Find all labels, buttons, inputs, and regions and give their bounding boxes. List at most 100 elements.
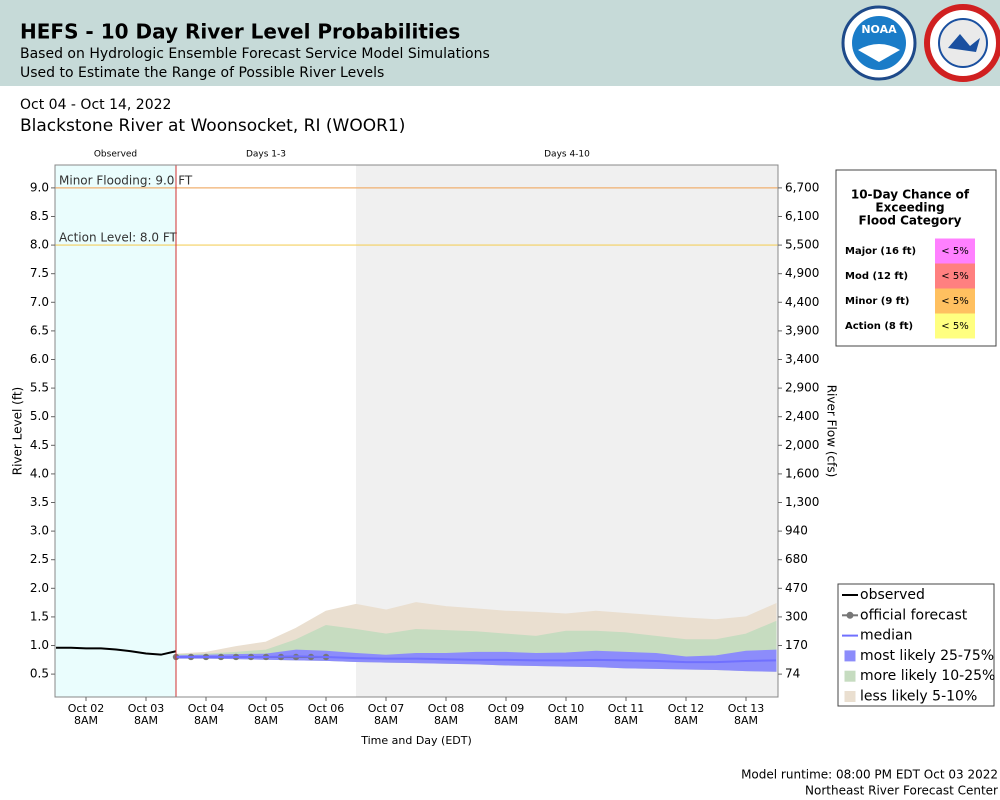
x-tick-label: 8AM bbox=[674, 714, 698, 727]
y2-tick-label: 680 bbox=[785, 552, 808, 566]
subtitle: Used to Estimate the Range of Possible R… bbox=[20, 65, 384, 81]
y-tick-label: 2.0 bbox=[30, 581, 49, 595]
flood-row-value: < 5% bbox=[941, 321, 968, 332]
y2-tick-label: 4,900 bbox=[785, 266, 819, 280]
footer: Northeast River Forecast Center bbox=[805, 784, 998, 798]
x-tick-label: 8AM bbox=[494, 714, 518, 727]
title: HEFS - 10 Day River Level Probabilities bbox=[20, 20, 460, 44]
x-axis-label: Time and Day (EDT) bbox=[360, 734, 472, 747]
y-tick-label: 3.5 bbox=[30, 495, 49, 509]
y2-tick-label: 2,400 bbox=[785, 409, 819, 423]
y2-tick-label: 2,000 bbox=[785, 438, 819, 452]
y-tick-label: 3.0 bbox=[30, 524, 49, 538]
flood-cell bbox=[935, 238, 975, 264]
flood-row-value: < 5% bbox=[941, 271, 968, 282]
y2-tick-label: 1,600 bbox=[785, 466, 819, 480]
y-tick-label: 7.0 bbox=[30, 295, 49, 309]
y-tick-label: 0.5 bbox=[30, 667, 49, 681]
x-tick-label: Oct 13 bbox=[728, 702, 765, 715]
legend-label: official forecast bbox=[860, 607, 968, 623]
y-tick-label: 8.5 bbox=[30, 209, 49, 223]
x-tick-label: Oct 11 bbox=[608, 702, 645, 715]
footer: Model runtime: 08:00 PM EDT Oct 03 2022 bbox=[741, 768, 998, 782]
flood-cell bbox=[935, 288, 975, 314]
y2-tick-label: 6,700 bbox=[785, 180, 819, 194]
y2-tick-label: 4,400 bbox=[785, 295, 819, 309]
x-tick-label: Oct 08 bbox=[428, 702, 465, 715]
y-tick-label: 8.0 bbox=[30, 238, 49, 252]
y2-tick-label: 1,300 bbox=[785, 495, 819, 509]
x-tick-label: 8AM bbox=[374, 714, 398, 727]
y2-tick-label: 2,900 bbox=[785, 381, 819, 395]
y2-tick-label: 5,500 bbox=[785, 238, 819, 252]
y-tick-label: 9.0 bbox=[30, 180, 49, 194]
flood-row-label: Major (16 ft) bbox=[845, 246, 916, 257]
y-tick-label: 6.0 bbox=[30, 352, 49, 366]
period-label: Days 4-10 bbox=[544, 150, 590, 160]
legend-swatch bbox=[844, 670, 856, 682]
x-tick-label: Oct 10 bbox=[548, 702, 585, 715]
y-tick-label: 5.0 bbox=[30, 409, 49, 423]
x-tick-label: 8AM bbox=[734, 714, 758, 727]
y2-tick-label: 470 bbox=[785, 581, 808, 595]
location: Blackstone River at Woonsocket, RI (WOOR… bbox=[20, 116, 405, 136]
y-tick-label: 1.5 bbox=[30, 609, 49, 623]
period-label: Observed bbox=[94, 150, 137, 160]
x-tick-label: 8AM bbox=[434, 714, 458, 727]
y2-axis-label: River Flow (cfs) bbox=[825, 385, 839, 478]
flood-cell bbox=[935, 263, 975, 289]
period-label: Days 1-3 bbox=[246, 150, 286, 160]
period-shade bbox=[55, 165, 176, 697]
x-tick-label: 8AM bbox=[314, 714, 338, 727]
date-range: Oct 04 - Oct 14, 2022 bbox=[20, 97, 171, 113]
y2-tick-label: 3,400 bbox=[785, 352, 819, 366]
x-tick-label: 8AM bbox=[554, 714, 578, 727]
period-shade bbox=[176, 165, 356, 697]
subtitle: Based on Hydrologic Ensemble Forecast Se… bbox=[20, 46, 490, 62]
y2-tick-label: 940 bbox=[785, 524, 808, 538]
flood-cell bbox=[935, 313, 975, 339]
y2-tick-label: 300 bbox=[785, 609, 808, 623]
x-tick-label: Oct 04 bbox=[188, 702, 225, 715]
flood-row-value: < 5% bbox=[941, 246, 968, 257]
legend-label: most likely 25-75% bbox=[860, 648, 994, 664]
y2-tick-label: 74 bbox=[785, 667, 800, 681]
flood-row-label: Mod (12 ft) bbox=[845, 271, 908, 282]
flood-table-title: Exceeding bbox=[875, 201, 944, 215]
x-tick-label: Oct 05 bbox=[248, 702, 285, 715]
legend-box bbox=[837, 583, 995, 707]
noaa-logo-text: NOAA bbox=[861, 23, 897, 36]
x-tick-label: 8AM bbox=[134, 714, 158, 727]
x-tick-label: Oct 07 bbox=[368, 702, 405, 715]
y-tick-label: 6.5 bbox=[30, 323, 49, 337]
y-tick-label: 7.5 bbox=[30, 266, 49, 280]
y-tick-label: 4.5 bbox=[30, 438, 49, 452]
x-tick-label: Oct 02 bbox=[68, 702, 105, 715]
x-tick-label: 8AM bbox=[74, 714, 98, 727]
threshold-label: Minor Flooding: 9.0 FT bbox=[59, 173, 193, 187]
threshold-label: Action Level: 8.0 FT bbox=[59, 231, 178, 245]
y-tick-label: 4.0 bbox=[30, 466, 49, 480]
x-tick-label: 8AM bbox=[254, 714, 278, 727]
flood-table-title: Flood Category bbox=[859, 214, 962, 228]
x-tick-label: Oct 06 bbox=[308, 702, 345, 715]
flood-table-title: 10-Day Chance of bbox=[851, 188, 970, 202]
legend-label: more likely 10-25% bbox=[860, 668, 995, 684]
x-tick-label: Oct 03 bbox=[128, 702, 165, 715]
y2-tick-label: 3,900 bbox=[785, 323, 819, 337]
legend-swatch bbox=[844, 650, 856, 662]
x-tick-label: Oct 09 bbox=[488, 702, 525, 715]
y2-tick-label: 170 bbox=[785, 638, 808, 652]
y2-tick-label: 6,100 bbox=[785, 209, 819, 223]
legend-label: median bbox=[860, 628, 912, 644]
flood-row-label: Minor (9 ft) bbox=[845, 296, 910, 307]
x-tick-label: Oct 12 bbox=[668, 702, 705, 715]
x-tick-label: 8AM bbox=[614, 714, 638, 727]
legend-swatch bbox=[844, 691, 856, 702]
nws-logo-storm bbox=[948, 34, 980, 52]
series-line bbox=[176, 655, 777, 664]
legend-label: less likely 5-10% bbox=[860, 689, 977, 705]
x-tick-label: 8AM bbox=[194, 714, 218, 727]
series-line bbox=[56, 646, 177, 656]
